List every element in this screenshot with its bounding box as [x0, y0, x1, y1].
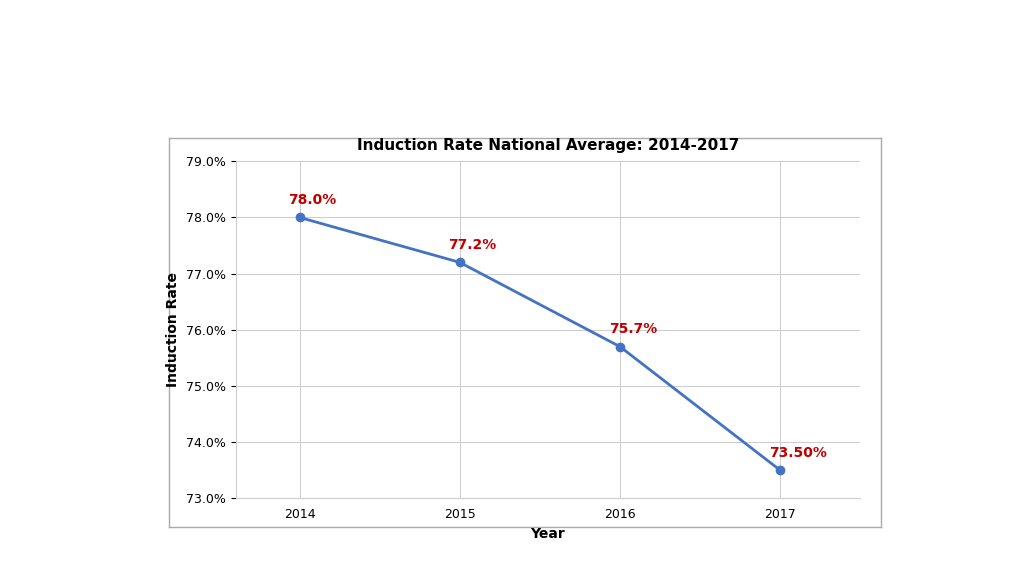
X-axis label: Year: Year — [530, 526, 565, 540]
Y-axis label: Induction Rate: Induction Rate — [166, 272, 180, 387]
Text: 78.0%: 78.0% — [289, 194, 337, 207]
Text: Induction Rate Averages: Induction Rate Averages — [31, 52, 540, 94]
Text: 75.7%: 75.7% — [608, 323, 657, 336]
Text: 77.2%: 77.2% — [449, 238, 497, 252]
Title: Induction Rate National Average: 2014-2017: Induction Rate National Average: 2014-20… — [356, 138, 739, 153]
Text: 73.50%: 73.50% — [769, 446, 826, 460]
